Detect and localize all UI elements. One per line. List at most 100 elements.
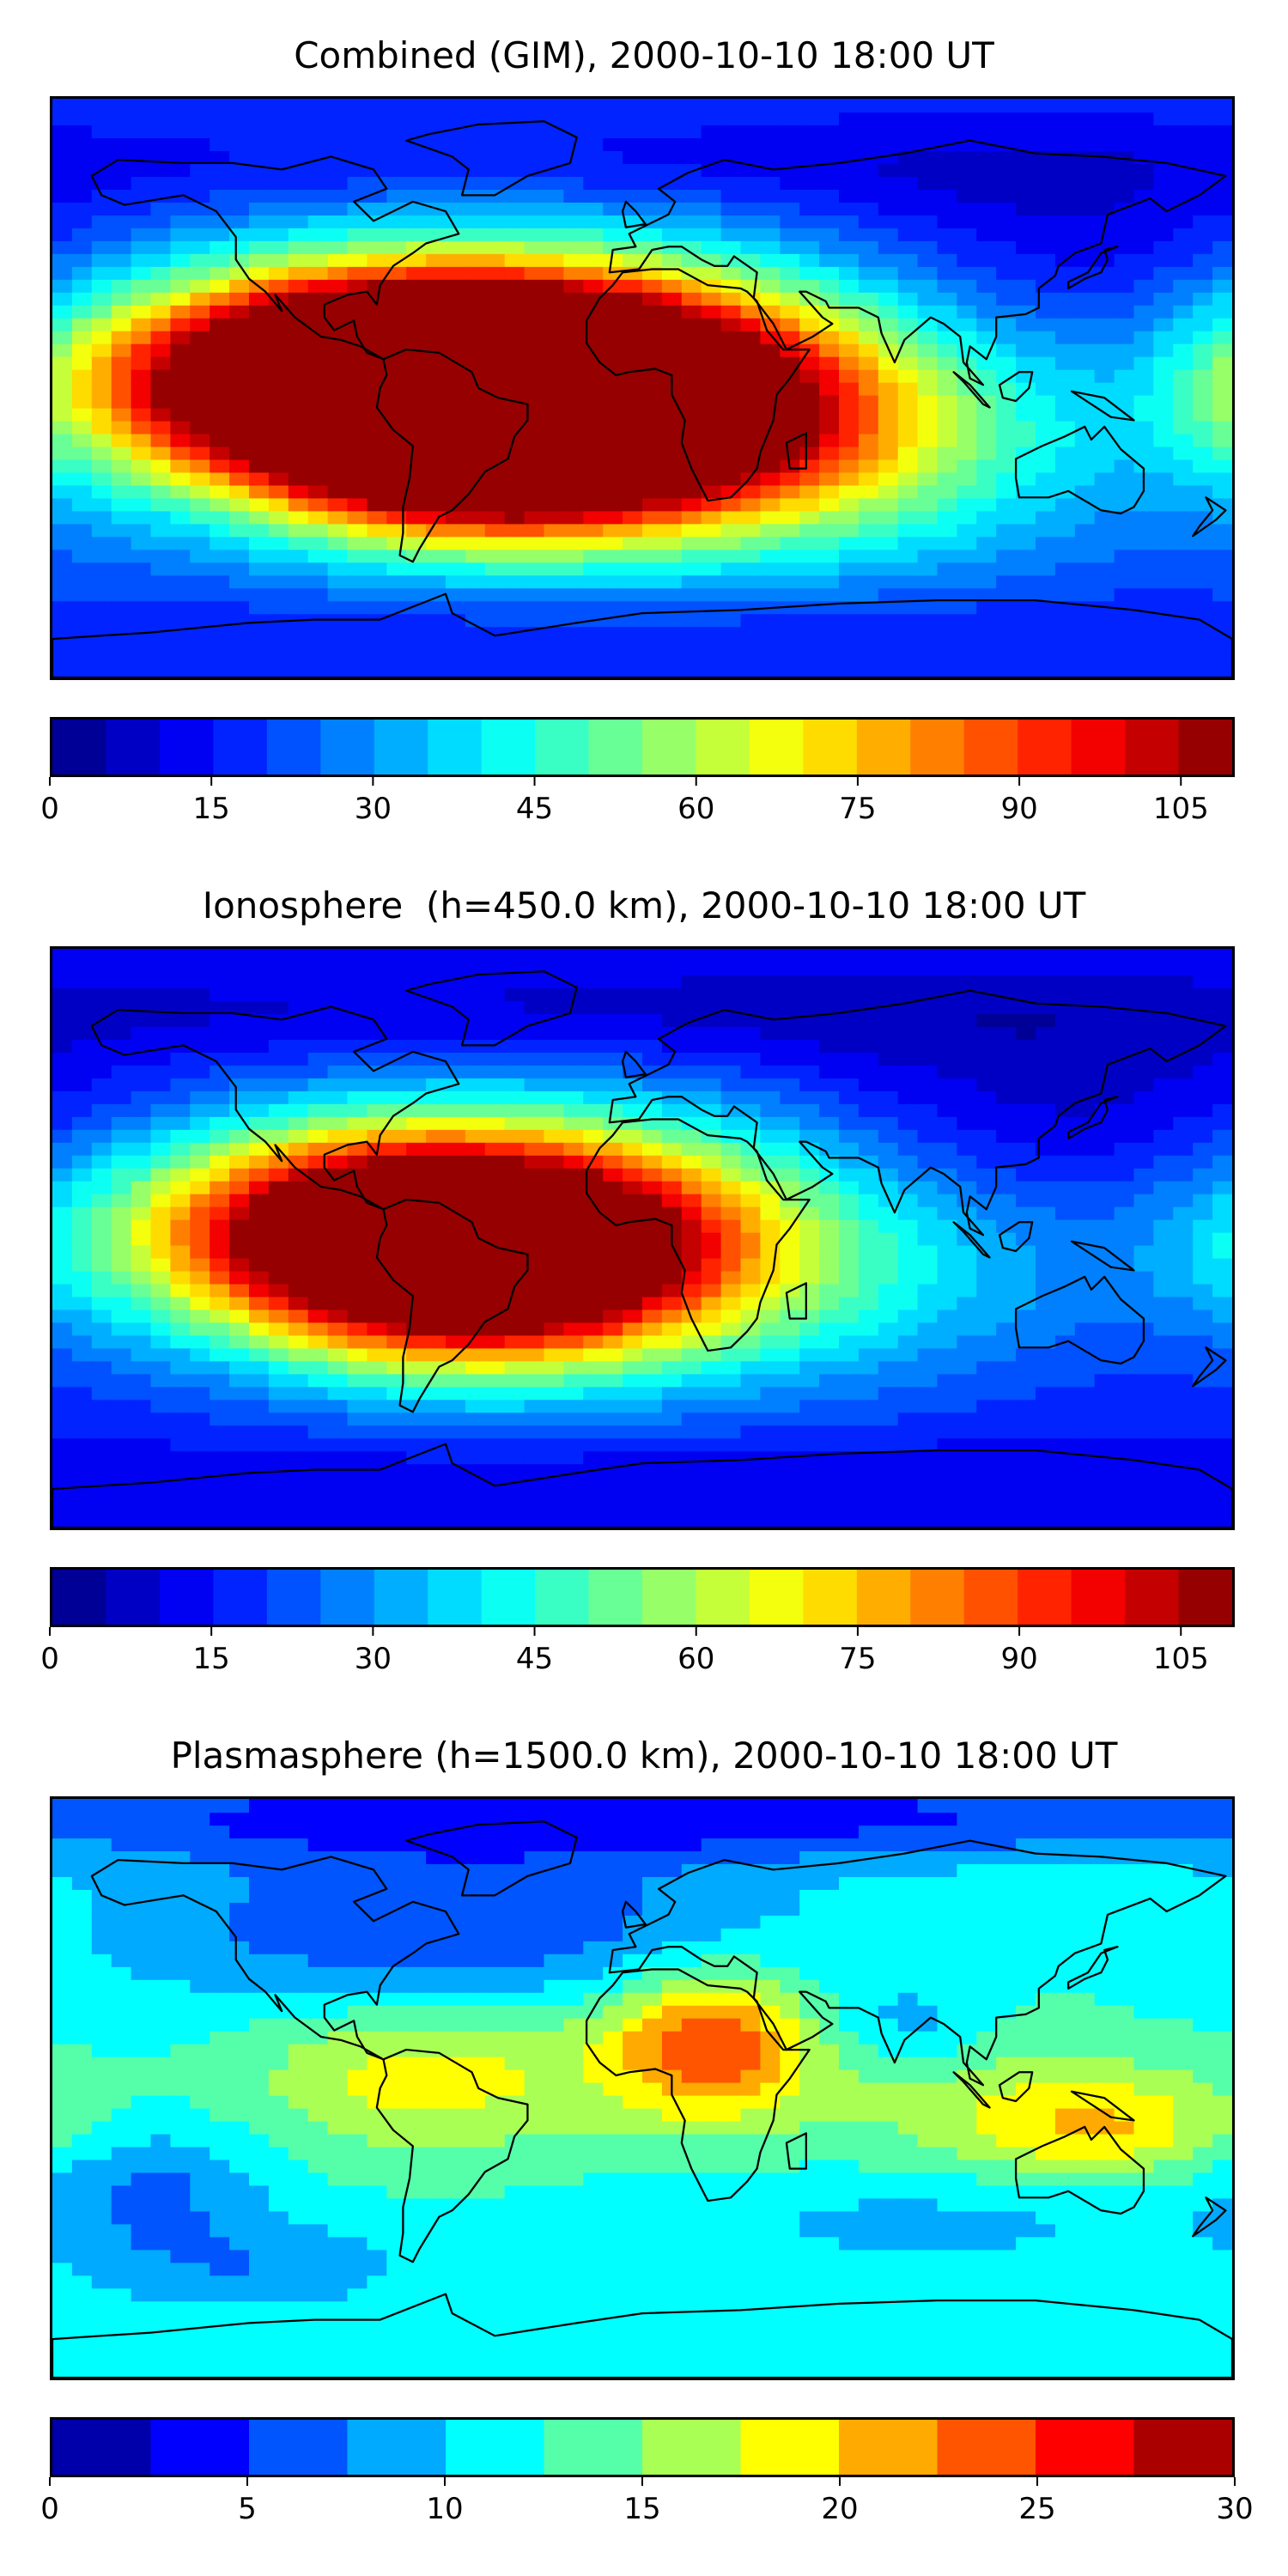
heatmap-cell (603, 1193, 624, 1207)
heatmap-cell (760, 1206, 781, 1220)
heatmap-cell (210, 188, 231, 203)
heatmap-cell (386, 99, 408, 113)
heatmap-cell (347, 137, 368, 152)
heatmap-cell (91, 149, 112, 165)
heatmap-cell (957, 1373, 978, 1388)
heatmap-cell (288, 420, 309, 434)
heatmap-cell (1016, 1193, 1037, 1207)
heatmap-cell (897, 252, 919, 267)
heatmap-cell (249, 999, 270, 1015)
heatmap-cell (150, 252, 172, 267)
heatmap-cell (484, 974, 506, 989)
heatmap-cell (642, 1128, 664, 1143)
heatmap-cell (858, 99, 879, 113)
heatmap-cell (190, 381, 211, 396)
heatmap-cell (524, 1270, 545, 1285)
heatmap-cell (642, 407, 664, 422)
heatmap-cell (1036, 433, 1057, 447)
heatmap-cell (681, 111, 702, 126)
heatmap-cell (701, 1463, 722, 1478)
heatmap-cell (780, 1038, 801, 1053)
heatmap-cell (642, 1347, 664, 1362)
heatmap-cell (524, 343, 545, 357)
heatmap-cell (661, 600, 683, 615)
heatmap-cell (858, 587, 879, 602)
heatmap-cell (150, 1425, 172, 1439)
heatmap-cell (465, 600, 486, 615)
heatmap-cell (406, 381, 428, 396)
heatmap-cell (897, 188, 919, 203)
heatmap-cell (347, 381, 368, 396)
heatmap-cell (858, 1437, 879, 1452)
heatmap-cell (131, 162, 152, 177)
heatmap-cell (426, 1025, 447, 1040)
heatmap-cell (799, 1038, 821, 1053)
heatmap-cell (878, 1360, 899, 1375)
heatmap-cell (603, 1051, 624, 1066)
heatmap-cell (623, 1296, 644, 1310)
heatmap-cell (583, 665, 605, 677)
heatmap-cell (426, 1502, 447, 1516)
heatmap-cell (1054, 407, 1076, 422)
heatmap-cell (819, 1386, 841, 1400)
heatmap-cell (210, 1244, 231, 1259)
heatmap-cell (1133, 111, 1155, 126)
heatmap-cell (484, 446, 506, 460)
heatmap-cell (1212, 394, 1232, 409)
heatmap-cell (71, 1463, 93, 1478)
heatmap-cell (210, 639, 231, 653)
heatmap-cell (288, 1412, 309, 1426)
heatmap-cell (603, 368, 624, 383)
heatmap-cell (819, 1090, 841, 1104)
heatmap-cell (681, 1412, 702, 1426)
heatmap-cell (91, 587, 112, 602)
heatmap-cell (1016, 1128, 1037, 1143)
heatmap-cell (720, 420, 742, 434)
heatmap-cell (1094, 227, 1115, 241)
heatmap-cell (504, 665, 526, 677)
heatmap-cell (347, 1347, 368, 1362)
heatmap-cell (623, 227, 644, 241)
heatmap-cell (446, 587, 467, 602)
heatmap-cell (229, 420, 251, 434)
heatmap-cell (229, 1399, 251, 1413)
heatmap-cell (740, 626, 762, 641)
heatmap-cell (720, 188, 742, 203)
heatmap-cell (917, 1167, 939, 1182)
heatmap-cell (190, 355, 211, 370)
heatmap-cell (71, 394, 93, 409)
heatmap-cell (131, 330, 152, 344)
heatmap-cell (229, 433, 251, 447)
heatmap-cell (917, 175, 939, 190)
heatmap-cell (976, 1180, 998, 1194)
heatmap-cell (229, 1450, 251, 1465)
heatmap-cell (406, 613, 428, 628)
heatmap-cell (190, 1244, 211, 1259)
heatmap-cell (367, 252, 388, 267)
heatmap-cell (229, 1218, 251, 1233)
heatmap-cell (288, 1025, 309, 1040)
heatmap-cell (544, 1489, 565, 1504)
heatmap-cell (484, 227, 506, 241)
heatmap-cell (170, 1425, 191, 1439)
heatmap-cell (623, 433, 644, 447)
heatmap-cell (681, 974, 702, 989)
heatmap-cell (1212, 278, 1232, 293)
heatmap-cell (799, 368, 821, 383)
heatmap-cell (524, 1463, 545, 1478)
heatmap-cell (347, 1141, 368, 1156)
heatmap-cell (661, 549, 683, 563)
heatmap-cell (465, 1437, 486, 1452)
heatmap-cell (740, 987, 762, 1002)
heatmap-cell (760, 1231, 781, 1246)
heatmap-cell (858, 1167, 879, 1182)
heatmap-cell (603, 1025, 624, 1040)
heatmap-cell (878, 1437, 899, 1452)
heatmap-cell (524, 1051, 545, 1066)
heatmap-cell (957, 652, 978, 666)
heatmap-cell (71, 1193, 93, 1207)
heatmap-cell (544, 536, 565, 550)
heatmap-cell (740, 562, 762, 576)
heatmap-cell (858, 446, 879, 460)
heatmap-cell (623, 1399, 644, 1413)
